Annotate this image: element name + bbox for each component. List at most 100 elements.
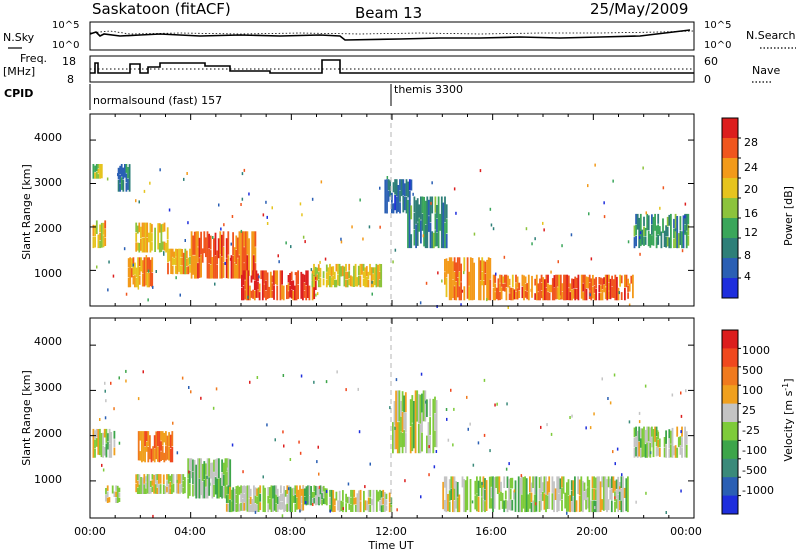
date-title: 25/May/2009 — [590, 0, 688, 18]
x-tick-0800: 08:00 — [274, 525, 306, 538]
velocity-speckle — [616, 447, 619, 451]
velocity-cell — [655, 446, 658, 457]
velocity-cell — [280, 502, 282, 510]
velocity-cell — [155, 431, 158, 460]
power-cell — [335, 279, 338, 288]
velocity-cell — [380, 505, 383, 513]
power-cell — [604, 287, 607, 300]
power-cell — [378, 263, 381, 272]
power-cell — [119, 165, 122, 175]
power-cell — [387, 190, 390, 202]
power-cell — [343, 266, 346, 287]
velocity-cell — [588, 479, 591, 513]
velocity-cell — [417, 423, 420, 454]
power-cell — [673, 228, 675, 239]
colorbar-segment — [722, 218, 738, 239]
power-cell — [222, 247, 225, 263]
power-cell — [147, 232, 150, 243]
velocity-cell — [147, 431, 150, 447]
velocity-speckle — [152, 514, 154, 518]
velocity-cell — [305, 486, 308, 506]
power-cell — [643, 216, 645, 227]
velocity-cell — [216, 458, 219, 479]
velocity-cell — [188, 483, 191, 496]
power-speckle — [155, 270, 157, 273]
velocity-cell — [276, 488, 279, 497]
power-cell — [404, 183, 406, 197]
power-cell — [233, 263, 236, 279]
power-cell — [232, 232, 234, 256]
power-cell — [444, 196, 446, 223]
power-cell — [209, 264, 212, 279]
velocity-cell — [458, 494, 461, 513]
power-cell — [434, 196, 437, 213]
velocity-cell — [321, 486, 323, 493]
velocity-cell — [137, 431, 140, 461]
power-speckle — [627, 240, 630, 244]
velocity-cell — [450, 476, 453, 488]
power-cell — [453, 271, 456, 286]
power-cell — [561, 291, 564, 300]
velocity-cell — [566, 482, 568, 512]
power-cell — [684, 213, 686, 225]
velocity-cell — [193, 459, 196, 496]
nave-tick-top: 60 — [704, 55, 718, 68]
velocity-cell — [685, 444, 688, 458]
power-cell — [423, 196, 425, 247]
power-cell — [567, 275, 570, 288]
power-cell — [463, 257, 466, 272]
power-cell — [252, 270, 254, 280]
power-cell — [479, 280, 482, 301]
velocity-speckle — [585, 426, 587, 430]
power-cell — [595, 288, 597, 301]
power-speckle — [603, 201, 605, 205]
power-cell — [410, 179, 413, 191]
power-cell — [553, 275, 556, 288]
velocity-cell — [681, 447, 683, 458]
power-cell — [415, 224, 417, 249]
velocity-cell — [95, 428, 98, 438]
velocity-cell — [294, 485, 297, 494]
velocity-speckle — [200, 396, 202, 400]
velocity-cell — [145, 441, 148, 452]
velocity-y-tick-4000: 4000 — [34, 335, 62, 348]
power-speckle — [137, 286, 140, 290]
freq-label: Freq. — [20, 52, 47, 65]
power-speckle — [262, 213, 265, 217]
velocity-cell — [159, 474, 162, 484]
velocity-speckle — [601, 377, 603, 381]
power-cell — [394, 179, 396, 195]
power-cell — [598, 277, 601, 285]
velocity-cell — [561, 476, 563, 488]
power-cell — [319, 267, 322, 278]
velocity-cbar-tick-1: 500 — [742, 364, 763, 377]
power-cell — [181, 249, 183, 258]
power-cell — [97, 169, 100, 174]
power-cell — [333, 279, 336, 288]
power-cell — [325, 264, 328, 272]
power-cell — [317, 264, 320, 272]
power-cell — [580, 274, 583, 299]
velocity-cell — [500, 481, 502, 492]
velocity-cell — [604, 476, 607, 510]
velocity-cell — [564, 492, 567, 509]
power-cell — [545, 274, 548, 288]
velocity-cell — [138, 484, 141, 494]
power-cell — [313, 275, 315, 288]
x-axis-label: Time UT — [367, 539, 413, 552]
power-cell — [608, 283, 610, 291]
velocity-cell — [288, 485, 290, 511]
velocity-cell — [229, 499, 231, 513]
velocity-speckle — [665, 511, 667, 514]
power-cell — [495, 287, 498, 300]
power-cell — [122, 167, 125, 180]
velocity-cell — [485, 480, 488, 511]
power-cell — [305, 270, 308, 286]
velocity-speckle — [446, 417, 448, 421]
power-cell — [279, 270, 282, 301]
power-speckle — [324, 257, 327, 261]
velocity-cell — [200, 458, 202, 496]
velocity-cell — [585, 489, 587, 499]
velocity-cell — [205, 475, 207, 487]
x-tick-0400: 04:00 — [174, 525, 206, 538]
